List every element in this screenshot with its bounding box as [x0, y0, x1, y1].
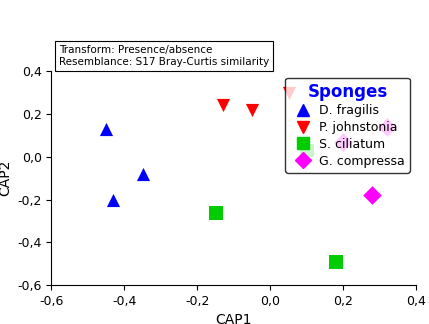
- Point: [369, 193, 376, 198]
- Y-axis label: CAP2: CAP2: [0, 160, 12, 196]
- Point: [340, 139, 347, 145]
- Point: [249, 107, 256, 112]
- Point: [219, 103, 227, 108]
- Point: [285, 90, 292, 95]
- Legend: D. fragilis, P. johnstonia, S. ciliatum, G. compressa: D. fragilis, P. johnstonia, S. ciliatum,…: [285, 77, 410, 172]
- Point: [384, 124, 390, 130]
- Point: [332, 259, 339, 264]
- Point: [103, 126, 109, 132]
- Point: [110, 197, 117, 202]
- Point: [212, 211, 219, 216]
- Point: [303, 148, 310, 153]
- Point: [139, 171, 146, 177]
- X-axis label: CAP1: CAP1: [215, 313, 252, 324]
- Text: Transform: Presence/absence
Resemblance: S17 Bray-Curtis similarity: Transform: Presence/absence Resemblance:…: [59, 45, 269, 67]
